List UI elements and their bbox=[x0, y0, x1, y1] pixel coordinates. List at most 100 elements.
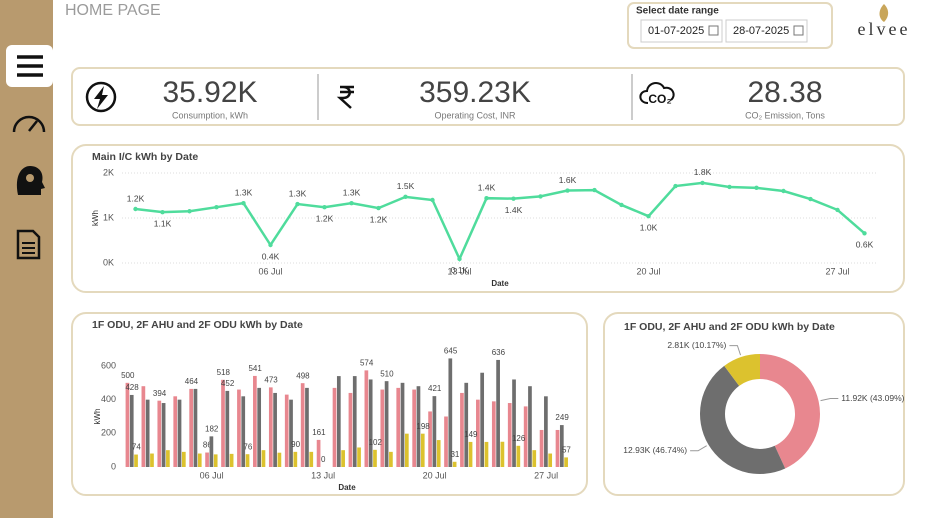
calendar-icon[interactable] bbox=[708, 25, 719, 36]
bar bbox=[268, 387, 273, 467]
leader-line bbox=[690, 445, 707, 452]
bar bbox=[352, 376, 357, 467]
menu-icon[interactable] bbox=[17, 55, 43, 77]
bar bbox=[293, 451, 298, 467]
lightning-icon bbox=[85, 81, 117, 113]
bar bbox=[229, 453, 234, 467]
bar bbox=[305, 387, 309, 467]
bar bbox=[559, 425, 564, 467]
kpi-label: CO₂ Emission, Tons bbox=[745, 110, 825, 120]
bar bbox=[257, 387, 262, 467]
line-point bbox=[484, 196, 489, 201]
line-point bbox=[619, 202, 624, 208]
bar bbox=[316, 439, 321, 467]
data-label: 2.81K (10.17%) bbox=[667, 340, 726, 350]
gauge-icon[interactable] bbox=[12, 115, 46, 133]
data-label: 182 bbox=[205, 424, 219, 433]
kpi-label: Operating Cost, INR bbox=[434, 110, 516, 120]
start-date: 01-07-2025 bbox=[648, 25, 704, 37]
bar bbox=[432, 396, 437, 467]
data-label: 1.3K bbox=[343, 187, 361, 197]
bar bbox=[273, 392, 277, 467]
y-axis-label: kWh bbox=[91, 210, 100, 226]
line-point bbox=[430, 197, 435, 203]
y-tick-label: 200 bbox=[101, 428, 116, 438]
bar bbox=[141, 386, 146, 467]
bar bbox=[464, 382, 469, 467]
data-label: 0.6K bbox=[856, 240, 874, 250]
line-point bbox=[214, 205, 219, 210]
bar bbox=[193, 388, 198, 467]
line-point bbox=[268, 242, 273, 248]
bar bbox=[145, 399, 150, 467]
bar bbox=[523, 406, 528, 467]
bar bbox=[134, 454, 138, 467]
bar bbox=[205, 452, 209, 467]
end-date-input[interactable] bbox=[725, 19, 808, 43]
data-label: 1.4K bbox=[505, 205, 523, 215]
bar bbox=[428, 411, 432, 467]
bar bbox=[468, 441, 473, 467]
logo: elvee bbox=[858, 19, 911, 39]
data-label: 518 bbox=[217, 368, 231, 377]
line-point bbox=[187, 209, 192, 214]
data-label: 452 bbox=[221, 379, 235, 388]
bar bbox=[400, 382, 405, 467]
data-label: 1.8K bbox=[694, 167, 712, 177]
bar bbox=[300, 383, 305, 467]
data-label: 636 bbox=[492, 348, 506, 357]
chart-title: 1F ODU, 2F AHU and 2F ODU kWh by Date bbox=[624, 321, 835, 333]
bar bbox=[436, 440, 441, 467]
start-date-input[interactable] bbox=[640, 19, 723, 43]
line-point bbox=[754, 185, 759, 191]
y-tick-label: 600 bbox=[101, 360, 116, 370]
bar bbox=[555, 429, 560, 467]
line-point bbox=[862, 231, 867, 236]
line-point bbox=[646, 214, 651, 219]
y-tick-label: 0K bbox=[103, 257, 114, 267]
x-tick-label: 06 Jul bbox=[200, 470, 224, 480]
data-label: 421 bbox=[428, 384, 442, 393]
bar bbox=[341, 450, 345, 467]
donut-segment bbox=[700, 365, 786, 474]
line-point bbox=[349, 200, 354, 206]
bar bbox=[261, 450, 266, 467]
donut-chart-card bbox=[603, 312, 905, 496]
data-label: 1.1K bbox=[154, 218, 172, 228]
data-label: 161 bbox=[312, 428, 326, 437]
line-point bbox=[565, 188, 570, 193]
bar bbox=[157, 400, 162, 467]
data-label: 0.1K bbox=[451, 265, 469, 275]
data-label: 102 bbox=[369, 438, 383, 447]
data-label: 31 bbox=[450, 450, 459, 459]
bar bbox=[460, 392, 464, 467]
data-label: 473 bbox=[264, 375, 278, 384]
page-title: HOME PAGE bbox=[65, 2, 161, 19]
line-point bbox=[133, 206, 138, 212]
bar bbox=[336, 376, 341, 467]
bar bbox=[166, 450, 170, 467]
bar bbox=[150, 453, 154, 467]
bar bbox=[332, 387, 337, 467]
data-label: 394 bbox=[153, 389, 167, 398]
line-point bbox=[781, 188, 786, 194]
bar bbox=[476, 399, 480, 467]
bar bbox=[420, 433, 425, 467]
line-point bbox=[511, 196, 516, 201]
calendar-icon[interactable] bbox=[793, 25, 804, 36]
head-icon[interactable] bbox=[16, 166, 45, 195]
document-icon[interactable] bbox=[16, 229, 41, 260]
data-label: 1.3K bbox=[235, 187, 253, 197]
bar bbox=[444, 416, 448, 467]
bar bbox=[357, 447, 361, 467]
line-point bbox=[673, 183, 678, 189]
line-point bbox=[457, 256, 462, 262]
bar bbox=[380, 389, 385, 467]
bar bbox=[221, 379, 225, 467]
line-point bbox=[700, 180, 705, 186]
bar bbox=[364, 370, 369, 467]
line-point bbox=[295, 201, 300, 207]
data-label: 1.4K bbox=[478, 182, 496, 192]
y-tick-label: 0 bbox=[111, 461, 116, 471]
